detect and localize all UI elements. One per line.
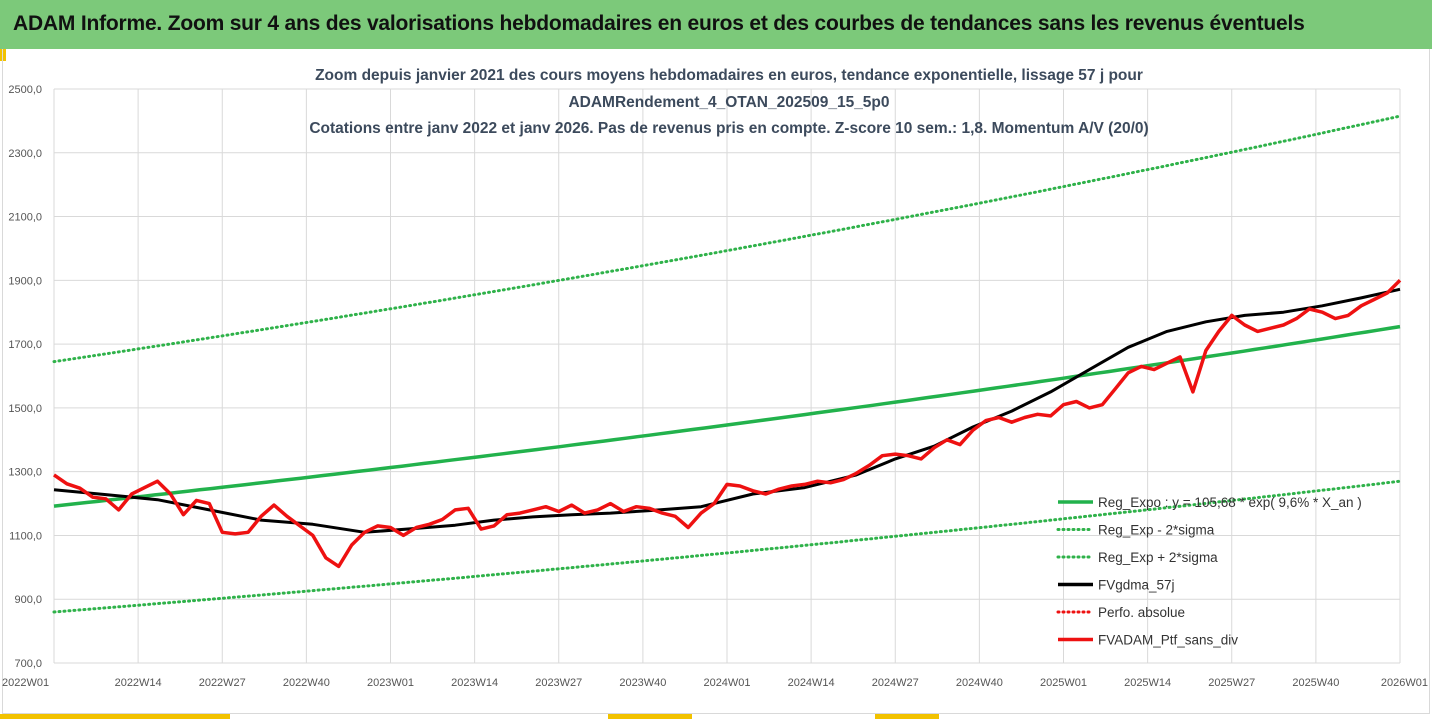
- legend-label: Perfo. absolue: [1098, 605, 1185, 620]
- series-line-regression: [53, 324, 1401, 508]
- y-tick-label: 1500,0: [8, 403, 42, 415]
- header-bar: ADAM Informe. Zoom sur 4 ans des valoris…: [0, 0, 1432, 49]
- legend-label: Reg_Expo : y = 105,68 * exp( 9,6% * X_an…: [1098, 495, 1362, 510]
- chart-frame: [2, 49, 1430, 714]
- chart-title-line: Cotations entre janv 2022 et janv 2026. …: [309, 120, 1148, 137]
- y-tick-label: 900,0: [14, 594, 42, 606]
- x-tick-label: 2023W01: [367, 677, 414, 689]
- x-tick-label: 2024W14: [788, 677, 835, 689]
- x-tick-label: 2024W27: [872, 677, 919, 689]
- y-tick-label: 1700,0: [8, 339, 42, 351]
- x-tick-label: 2023W40: [619, 677, 666, 689]
- y-tick-label: 700,0: [14, 658, 42, 670]
- x-tick-label: 2023W27: [535, 677, 582, 689]
- y-tick-label: 1100,0: [9, 530, 42, 542]
- x-tick-label: 2022W01: [2, 677, 49, 689]
- y-tick-label: 1900,0: [8, 275, 42, 287]
- bottom-accent-strip-2: [608, 714, 692, 719]
- bottom-accent-strip: [0, 714, 230, 719]
- x-tick-label: 2024W40: [956, 677, 1003, 689]
- y-tick-label: 1300,0: [8, 467, 42, 479]
- x-tick-label: 2023W14: [451, 677, 498, 689]
- x-tick-label: 2025W27: [1208, 677, 1255, 689]
- x-tick-label: 2022W40: [283, 677, 330, 689]
- x-tick-label: 2022W27: [199, 677, 246, 689]
- y-tick-label: 2500,0: [8, 84, 42, 96]
- chart-legend: Reg_Expo : y = 105,68 * exp( 9,6% * X_an…: [1056, 495, 1362, 648]
- legend-label: Reg_Exp - 2*sigma: [1098, 523, 1215, 538]
- legend-label: FVgdma_57j: [1098, 578, 1175, 593]
- x-tick-label: 2026W01: [1381, 677, 1428, 689]
- x-tick-label: 2025W14: [1124, 677, 1171, 689]
- y-tick-label: 2100,0: [8, 212, 42, 224]
- legend-label: FVADAM_Ptf_sans_div: [1098, 633, 1238, 648]
- page-title: ADAM Informe. Zoom sur 4 ans des valoris…: [13, 12, 1305, 35]
- y-tick-label: 2300,0: [8, 148, 42, 160]
- chart-title: Zoom depuis janvier 2021 des cours moyen…: [309, 67, 1148, 137]
- accent-strip: [0, 49, 6, 61]
- x-axis: 2022W01 2022W14 2022W27 2022W40 2023W01 2023W…: [2, 677, 1428, 689]
- chart-title-line: ADAMRendement_4_OTAN_202509_15_5p0: [568, 94, 889, 111]
- series-line-portfolio: [53, 279, 1402, 569]
- x-tick-label: 2025W01: [1040, 677, 1087, 689]
- x-tick-label: 2024W01: [703, 677, 750, 689]
- x-tick-label: 2025W40: [1292, 677, 1339, 689]
- bottom-accent-strip-3: [875, 714, 939, 719]
- legend-label: Reg_Exp + 2*sigma: [1098, 550, 1218, 565]
- y-axis: 700,0 900,0 1100,0 1300,0 1500,0 1700,0 1900,0…: [8, 84, 42, 670]
- x-tick-label: 2022W14: [115, 677, 162, 689]
- series-line-sigma: [52, 479, 1402, 614]
- chart-title-line: Zoom depuis janvier 2021 des cours moyen…: [315, 67, 1143, 84]
- chart-grid: [53, 88, 1401, 664]
- series-line-sigma: [52, 114, 1402, 364]
- chart-series: [52, 114, 1402, 614]
